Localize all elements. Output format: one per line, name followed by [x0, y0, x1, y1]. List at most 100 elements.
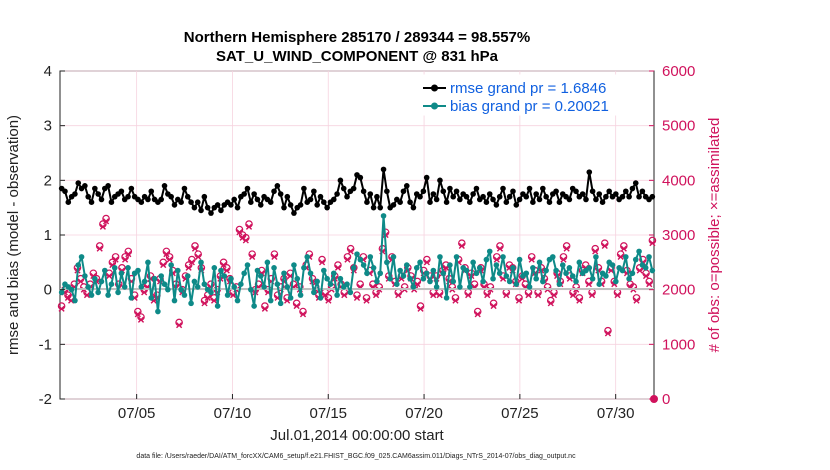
bias-point: [231, 284, 238, 290]
bias-point: [420, 275, 427, 282]
bias-point: [92, 275, 98, 282]
obs-assimilated-marker: [195, 253, 202, 260]
bias-point: [307, 270, 314, 277]
obs-assimilated-marker: [334, 264, 342, 271]
x-tick-label: 07/05: [118, 405, 156, 422]
rmse-point: [85, 193, 92, 200]
obs-assimilated-marker: [210, 297, 218, 304]
rmse-point: [480, 193, 486, 200]
bias-point: [271, 265, 277, 271]
bias-series: [58, 213, 656, 315]
rmse-series: [58, 166, 656, 216]
bias-point: [476, 265, 483, 271]
obs-assimilated-marker: [299, 311, 307, 318]
rmse-point: [88, 199, 95, 205]
rmse-point: [636, 193, 642, 200]
rmse-point: [533, 191, 539, 197]
obs-assimilated-marker: [188, 259, 195, 266]
bias-point: [165, 286, 171, 293]
rmse-point: [490, 196, 496, 203]
rmse-point: [75, 180, 82, 186]
bias-point: [264, 259, 271, 266]
bias-point: [251, 303, 257, 309]
obs-assimilated-marker: [601, 242, 608, 250]
rmse-point: [556, 199, 563, 205]
bias-point: [257, 273, 264, 279]
rmse-point: [311, 188, 317, 195]
bias-point: [360, 262, 367, 268]
rmse-point: [314, 202, 320, 208]
rmse-point: [95, 191, 101, 197]
obs-assimilated-marker: [363, 297, 370, 304]
rmse-point: [297, 202, 304, 208]
rmse-point: [92, 185, 98, 192]
x-tick-label: 07/10: [214, 405, 252, 422]
rmse-point: [72, 191, 78, 197]
bias-point: [234, 297, 241, 304]
obs-assimilated-marker: [550, 292, 558, 299]
rmse-point: [168, 193, 174, 200]
bias-point: [98, 278, 105, 285]
bias-point: [417, 259, 423, 266]
rmse-point: [447, 185, 453, 192]
bias-point: [301, 265, 307, 271]
rmse-point: [440, 188, 447, 195]
obs-assimilated-marker: [452, 297, 459, 304]
obs-assimilated-marker: [191, 245, 199, 252]
bias-point: [95, 289, 101, 296]
rmse-point: [473, 185, 480, 192]
legend: rmse grand pr = 1.6846 bias grand pr = 0…: [417, 74, 653, 116]
bias-point: [566, 265, 573, 271]
rmse-point: [201, 193, 208, 200]
bias-point: [138, 284, 145, 290]
y-axis-right-label: # of obs: o=possible; ×=assimilated: [706, 118, 723, 353]
bias-point: [314, 278, 320, 285]
obs-assimilated-marker: [430, 292, 437, 299]
bias-point: [108, 281, 115, 288]
bias-point: [201, 281, 208, 288]
bias-point: [291, 262, 297, 268]
obs-assimilated-marker: [503, 292, 510, 299]
rmse-point: [437, 177, 443, 184]
x-tick-label: 07/25: [501, 405, 539, 422]
bias-point: [533, 275, 539, 282]
rmse-point: [231, 196, 238, 203]
obs-assimilated-marker: [293, 302, 300, 310]
rmse-point: [281, 204, 287, 211]
bias-point: [178, 286, 184, 293]
bias-point: [105, 292, 111, 298]
rmse-point: [198, 207, 204, 214]
rmse-point: [417, 193, 423, 200]
bias-point: [473, 270, 480, 277]
rmse-point: [566, 196, 573, 203]
grid: [60, 70, 654, 400]
rmse-point: [257, 202, 264, 208]
rmse-point: [118, 188, 125, 195]
rmse-point: [496, 193, 503, 200]
bias-point: [403, 262, 410, 268]
bias-point: [433, 284, 440, 290]
bias-point: [350, 265, 357, 271]
y-tick-label-right: 4000: [662, 172, 695, 189]
bias-point: [327, 281, 334, 288]
rmse-point: [82, 183, 88, 189]
bias-point: [241, 270, 247, 277]
obs-assimilated-marker: [649, 240, 656, 247]
obs-assimilated-marker: [347, 248, 354, 255]
obs-assimilated-marker: [474, 311, 481, 318]
rmse-point: [397, 199, 403, 205]
obs-assimilated-marker: [325, 297, 332, 304]
bias-point: [506, 278, 513, 285]
bias-point: [397, 267, 403, 274]
rmse-point: [384, 188, 390, 195]
bias-point: [158, 273, 165, 279]
rmse-point: [337, 177, 344, 184]
bias-point: [151, 275, 158, 282]
rmse-point: [503, 199, 510, 205]
legend-bias-label: bias grand pr = 0.20021: [450, 98, 609, 115]
rmse-point: [493, 202, 500, 208]
bias-point: [211, 265, 218, 271]
bias-point: [503, 273, 510, 279]
bias-point: [248, 286, 254, 293]
bias-point: [453, 254, 460, 260]
